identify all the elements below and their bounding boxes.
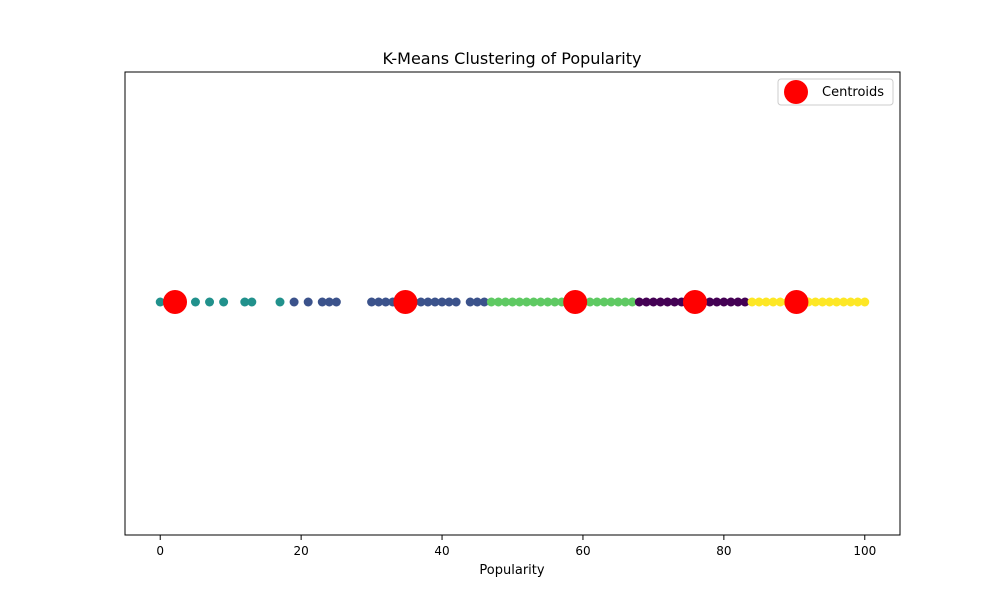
data-point-cluster-3-11 bbox=[712, 297, 722, 307]
x-axis-ticks: 0 20 40 60 80 100 bbox=[156, 535, 876, 558]
data-point-cluster-2-16 bbox=[599, 297, 609, 307]
data-point-cluster-4-12 bbox=[832, 297, 842, 307]
data-point-cluster-4-3 bbox=[768, 297, 778, 307]
data-point-cluster-2-6 bbox=[529, 297, 539, 307]
data-point-cluster-0-5 bbox=[219, 297, 229, 307]
data-point-cluster-4-15 bbox=[853, 297, 863, 307]
centroid-marker-1 bbox=[393, 290, 418, 314]
data-point-cluster-2-19 bbox=[620, 297, 630, 307]
data-point-cluster-1-20 bbox=[479, 297, 489, 307]
data-point-cluster-4-13 bbox=[839, 297, 849, 307]
data-point-cluster-4-16 bbox=[860, 297, 870, 307]
data-point-cluster-1-2 bbox=[317, 297, 327, 307]
data-point-cluster-4-0 bbox=[747, 297, 757, 307]
data-point-cluster-0-0 bbox=[155, 297, 165, 307]
legend-centroid-marker bbox=[784, 80, 808, 104]
data-point-cluster-1-4 bbox=[331, 297, 341, 307]
data-point-cluster-3-13 bbox=[726, 297, 736, 307]
centroid-markers bbox=[163, 290, 809, 314]
x-tick-label-4: 80 bbox=[716, 544, 731, 558]
centroid-marker-4 bbox=[784, 290, 809, 314]
data-point-cluster-4-2 bbox=[761, 297, 771, 307]
data-point-cluster-2-8 bbox=[543, 297, 553, 307]
legend-box bbox=[777, 78, 894, 106]
data-point-cluster-3-4 bbox=[663, 297, 672, 307]
data-point-cluster-0-4 bbox=[205, 297, 215, 307]
x-axis-label: Popularity bbox=[479, 563, 544, 578]
data-point-cluster-2-18 bbox=[613, 297, 623, 307]
data-point-cluster-1-7 bbox=[381, 297, 391, 307]
data-point-cluster-0-8 bbox=[275, 297, 285, 307]
data-point-cluster-4-9 bbox=[810, 297, 820, 307]
data-point-cluster-2-2 bbox=[500, 297, 510, 307]
data-point-cluster-2-5 bbox=[522, 297, 532, 307]
plot-frame bbox=[124, 71, 901, 536]
data-points bbox=[155, 297, 870, 307]
data-point-cluster-3-15 bbox=[740, 297, 750, 307]
data-point-cluster-1-16 bbox=[444, 297, 454, 307]
data-point-cluster-3-1 bbox=[641, 297, 651, 307]
data-point-cluster-1-5 bbox=[367, 297, 377, 307]
data-point-cluster-2-4 bbox=[515, 297, 525, 307]
x-tick-label-1: 20 bbox=[293, 544, 308, 558]
data-point-cluster-2-9 bbox=[550, 297, 560, 307]
data-point-cluster-2-0 bbox=[486, 297, 496, 307]
centroid-marker-3 bbox=[682, 290, 707, 314]
data-point-cluster-1-6 bbox=[374, 297, 384, 307]
data-point-cluster-3-3 bbox=[655, 297, 665, 307]
data-point-cluster-1-17 bbox=[451, 297, 461, 307]
data-point-cluster-1-13 bbox=[423, 297, 433, 307]
data-point-cluster-1-19 bbox=[472, 297, 482, 307]
x-tick-label-5: 100 bbox=[853, 544, 876, 558]
data-point-cluster-2-15 bbox=[592, 297, 602, 307]
x-tick-label-0: 0 bbox=[156, 544, 164, 558]
x-tick-label-3: 60 bbox=[575, 544, 590, 558]
data-point-cluster-3-5 bbox=[670, 297, 680, 307]
data-point-cluster-4-14 bbox=[846, 297, 856, 307]
x-tick-label-2: 40 bbox=[434, 544, 449, 558]
data-point-cluster-0-3 bbox=[190, 297, 200, 307]
data-point-cluster-2-7 bbox=[536, 297, 546, 307]
data-point-cluster-4-10 bbox=[818, 297, 827, 307]
legend: Centroids bbox=[777, 78, 894, 106]
data-point-cluster-4-1 bbox=[754, 297, 764, 307]
data-point-cluster-3-10 bbox=[705, 297, 715, 307]
data-point-cluster-3-2 bbox=[648, 297, 658, 307]
data-point-cluster-1-12 bbox=[416, 297, 426, 307]
data-point-cluster-1-0 bbox=[289, 297, 299, 307]
data-point-cluster-2-1 bbox=[493, 297, 503, 307]
data-point-cluster-1-14 bbox=[430, 297, 440, 307]
centroid-marker-2 bbox=[563, 290, 588, 314]
data-point-cluster-0-7 bbox=[247, 297, 257, 307]
data-point-cluster-2-17 bbox=[606, 297, 616, 307]
data-point-cluster-1-3 bbox=[324, 297, 334, 307]
data-point-cluster-4-4 bbox=[775, 297, 785, 307]
data-point-cluster-1-1 bbox=[303, 297, 313, 307]
centroid-marker-0 bbox=[163, 290, 188, 314]
data-point-cluster-3-12 bbox=[719, 297, 729, 307]
data-point-cluster-3-14 bbox=[733, 297, 743, 307]
data-point-cluster-2-14 bbox=[585, 297, 595, 307]
chart-title: K-Means Clustering of Popularity bbox=[383, 49, 642, 68]
data-point-cluster-0-6 bbox=[240, 297, 250, 307]
legend-label-centroids: Centroids bbox=[822, 85, 884, 100]
data-point-cluster-3-0 bbox=[634, 297, 644, 307]
data-point-cluster-1-15 bbox=[437, 297, 447, 307]
data-point-cluster-2-3 bbox=[508, 297, 517, 307]
data-point-cluster-2-20 bbox=[627, 297, 637, 307]
data-point-cluster-1-18 bbox=[465, 297, 475, 307]
data-point-cluster-4-11 bbox=[825, 297, 835, 307]
